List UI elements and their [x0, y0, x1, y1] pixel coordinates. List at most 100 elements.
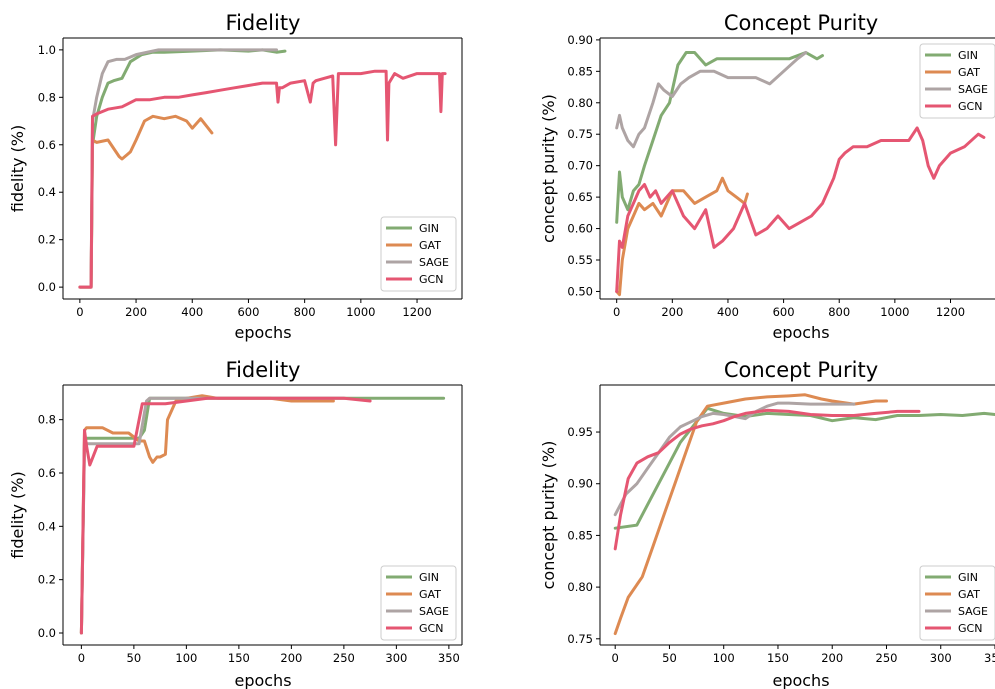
x-tick-label: 200: [821, 651, 843, 665]
y-tick-label: 0.90: [567, 477, 593, 491]
chart-panel-1: 0 200 400 600 800 1000 1200 0.0 0.2 0.4 0.6 0.8 1.0 F…: [8, 11, 463, 342]
legend-label-gat: GAT: [958, 66, 980, 79]
y-tick-label: 0.8: [38, 90, 56, 104]
legend-label-gcn: GCN: [958, 100, 982, 113]
legend-label-gat: GAT: [419, 239, 441, 252]
y-tick-label: 0.8: [38, 413, 56, 427]
series-line-gat: [78, 114, 214, 289]
y-tick-label: 0.95: [567, 425, 593, 439]
chart-title: Concept Purity: [724, 11, 878, 35]
y-tick-label: 0.80: [567, 96, 593, 110]
x-tick-label: 1200: [936, 305, 965, 319]
legend: GIN GAT SAGE GCN: [919, 43, 995, 119]
x-tick-label: 50: [127, 651, 142, 665]
legend-box: [380, 216, 457, 292]
y-tick-label: 0.0: [38, 626, 56, 640]
series-line-sage: [613, 401, 856, 517]
y-tick-label: 0.0: [38, 280, 56, 294]
y-tick-label: 0.85: [567, 64, 593, 78]
x-tick-label: 0: [613, 305, 620, 319]
y-tick-label: 0.4: [38, 519, 56, 533]
chart-title: Fidelity: [226, 11, 301, 35]
legend-label-gin: GIN: [958, 571, 978, 584]
legend-label-sage: SAGE: [419, 256, 449, 269]
legend-label-gat: GAT: [958, 588, 980, 601]
chart-panel-4: 0 50 100 150 200 250 300 350 0.75 0.80 0.85 0.90 0.9…: [539, 358, 995, 689]
y-tick-label: 0.85: [567, 528, 593, 542]
series-line-gcn: [79, 396, 372, 635]
x-tick-label: 1200: [402, 305, 431, 319]
x-tick-label: 800: [294, 305, 316, 319]
x-tick-label: 0: [76, 305, 83, 319]
x-tick-label: 100: [713, 651, 735, 665]
chart-panel-2: 0 200 400 600 800 1000 1200 0.50 0.55 0.60 0.65 0.7…: [539, 11, 995, 342]
y-tick-label: 0.80: [567, 580, 593, 594]
legend-label-gcn: GCN: [958, 622, 982, 635]
y-tick-label: 0.65: [567, 190, 593, 204]
series-line-gcn: [615, 126, 986, 293]
legend-box: [919, 43, 995, 119]
x-tick-label: 350: [984, 651, 995, 665]
legend-label-sage: SAGE: [419, 605, 449, 618]
y-tick-label: 0.50: [567, 284, 593, 298]
series-line-gcn: [78, 69, 447, 289]
x-tick-label: 200: [280, 651, 302, 665]
series-line-gat: [79, 394, 335, 635]
y-tick-label: 0.90: [567, 33, 593, 47]
legend-box: [919, 565, 995, 641]
x-tick-label: 350: [438, 651, 460, 665]
x-tick-label: 0: [78, 651, 85, 665]
legend-label-sage: SAGE: [958, 83, 988, 96]
x-axis-label: epochs: [772, 323, 829, 342]
y-tick-label: 0.6: [38, 138, 56, 152]
y-tick-label: 0.70: [567, 159, 593, 173]
chart-title: Concept Purity: [724, 358, 878, 382]
x-tick-label: 0: [612, 651, 619, 665]
x-tick-label: 1000: [880, 305, 909, 319]
x-axis-label: epochs: [772, 671, 829, 689]
x-tick-label: 300: [385, 651, 407, 665]
series-line-gat: [613, 393, 888, 636]
y-tick-label: 0.75: [567, 632, 593, 646]
x-tick-label: 600: [237, 305, 259, 319]
x-tick-label: 600: [773, 305, 795, 319]
legend-label-gcn: GCN: [419, 622, 443, 635]
series-line-sage: [78, 48, 278, 289]
x-tick-label: 300: [930, 651, 952, 665]
series-line-sage: [615, 51, 808, 149]
legend: GIN GAT SAGE GCN: [380, 216, 457, 292]
y-tick-label: 1.0: [38, 43, 56, 57]
x-tick-label: 250: [333, 651, 355, 665]
x-tick-label: 400: [181, 305, 203, 319]
x-tick-label: 200: [661, 305, 683, 319]
y-tick-label: 0.4: [38, 185, 56, 199]
legend: GIN GAT SAGE GCN: [919, 565, 995, 641]
x-tick-label: 150: [228, 651, 250, 665]
y-tick-label: 0.75: [567, 127, 593, 141]
y-axis-label: concept purity (%): [539, 441, 558, 590]
y-tick-label: 0.60: [567, 222, 593, 236]
y-axis-label: concept purity (%): [539, 94, 558, 243]
y-tick-label: 0.2: [38, 573, 56, 587]
legend-label-gat: GAT: [419, 588, 441, 601]
chart-title: Fidelity: [226, 358, 301, 382]
x-tick-label: 800: [828, 305, 850, 319]
legend-label-gcn: GCN: [419, 273, 443, 286]
x-tick-label: 1000: [346, 305, 375, 319]
legend-label-gin: GIN: [419, 222, 439, 235]
x-tick-label: 100: [175, 651, 197, 665]
legend-label-gin: GIN: [419, 571, 439, 584]
y-tick-label: 0.2: [38, 233, 56, 247]
y-axis-label: fidelity (%): [8, 471, 27, 558]
x-tick-label: 250: [876, 651, 898, 665]
x-axis-label: epochs: [234, 671, 291, 689]
x-tick-label: 50: [662, 651, 677, 665]
y-tick-label: 0.55: [567, 253, 593, 267]
x-tick-label: 200: [125, 305, 147, 319]
x-tick-label: 400: [717, 305, 739, 319]
y-tick-label: 0.6: [38, 466, 56, 480]
series-line-gcn: [613, 408, 921, 551]
chart-panel-3: 0 50 100 150 200 250 300 350 0.0 0.2 0.4 0.6 0.8 Fide…: [8, 358, 463, 689]
legend-label-sage: SAGE: [958, 605, 988, 618]
